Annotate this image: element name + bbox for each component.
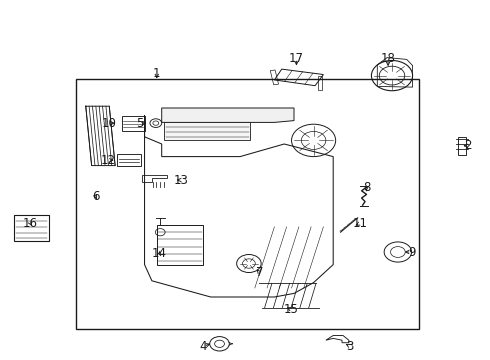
Text: 4: 4 [199,340,207,353]
Bar [270,70,278,85]
Text: 7: 7 [256,266,264,279]
Text: 11: 11 [353,217,368,230]
Bar [76,79,419,329]
Bar [164,122,250,140]
Text: 18: 18 [381,52,395,65]
Text: 8: 8 [363,181,370,194]
Text: 15: 15 [284,303,299,316]
Bar [318,76,322,90]
Bar [117,154,141,166]
Text: 3: 3 [346,340,354,353]
Polygon shape [162,108,294,122]
Text: 5: 5 [136,117,144,130]
Text: 2: 2 [464,139,472,152]
Text: 9: 9 [408,246,416,258]
Bar [157,225,203,265]
Text: 16: 16 [23,217,38,230]
Text: 10: 10 [101,117,116,130]
Text: 12: 12 [100,154,115,167]
Text: 1: 1 [153,67,161,80]
Bar [122,116,145,131]
Text: 6: 6 [92,190,99,203]
Text: 17: 17 [289,52,304,65]
Text: 14: 14 [152,247,167,260]
Bar [14,215,49,241]
Text: 13: 13 [174,174,189,186]
